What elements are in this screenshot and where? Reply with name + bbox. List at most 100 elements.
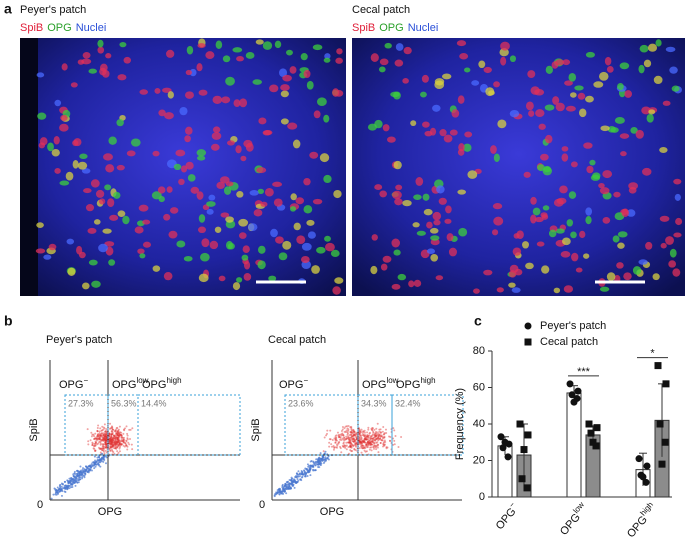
cell-event (95, 438, 98, 441)
cell (189, 68, 197, 77)
data-point (566, 380, 574, 388)
cell-event (115, 427, 118, 430)
cell-event (375, 434, 378, 437)
cell-event (116, 430, 119, 433)
cell-event (343, 436, 346, 439)
cell-event (108, 447, 111, 450)
cell (212, 95, 223, 105)
cell-event (98, 441, 101, 444)
cell-event (121, 440, 124, 443)
cell (77, 161, 88, 170)
gate-percent: 34.3% (361, 398, 387, 408)
cell-event (109, 447, 112, 450)
cell (81, 282, 90, 290)
cell-event (347, 452, 350, 455)
cell (602, 170, 613, 179)
gate-label: OPGhigh (142, 376, 182, 391)
cell-event (373, 442, 376, 445)
cell-event (363, 437, 366, 440)
cell (537, 164, 545, 172)
cell-event (353, 438, 356, 441)
cell (333, 189, 342, 199)
cell-event (90, 463, 93, 466)
cell-event (343, 430, 346, 433)
cell-event (372, 430, 375, 433)
cell-event (303, 470, 306, 473)
cell (379, 58, 389, 66)
cell-event (380, 434, 383, 437)
cell-event (114, 433, 117, 436)
cell-event (108, 435, 111, 438)
cell-event (348, 440, 351, 443)
cell-event (342, 442, 345, 445)
cell-event (122, 438, 125, 441)
cell (70, 82, 78, 88)
cell-event (117, 439, 120, 442)
cell-event (112, 437, 115, 440)
cell-event (97, 442, 100, 445)
cell-event (385, 447, 388, 450)
cell-event (131, 448, 134, 451)
cell (262, 130, 272, 136)
cell-event (111, 441, 114, 444)
cell (99, 63, 108, 72)
cell-event (376, 446, 379, 449)
cell-event (343, 439, 346, 442)
cell-event (383, 439, 386, 442)
cell-event (365, 438, 368, 441)
stain-label: Nuclei (408, 22, 439, 34)
gate-sup: low (386, 376, 398, 385)
cell-event (338, 435, 341, 438)
cell-event (111, 436, 114, 439)
cell-event (370, 446, 373, 449)
cell-event (366, 440, 369, 443)
cell-event (365, 450, 368, 453)
cell-event (361, 447, 364, 450)
gate-label: OPG− (59, 376, 88, 391)
cell-event (116, 436, 119, 439)
cell-event (370, 443, 373, 446)
cell-event (322, 462, 325, 465)
cell-event (360, 451, 363, 454)
cell (53, 135, 60, 145)
cell (77, 59, 85, 65)
cell (257, 245, 266, 254)
cell (198, 214, 206, 223)
cell (332, 286, 341, 295)
cell-event (375, 427, 378, 430)
cell-event (105, 437, 108, 440)
cell-event (101, 443, 104, 446)
cell-event (113, 435, 116, 438)
data-point (642, 478, 650, 486)
cell-event (353, 433, 356, 436)
cell-event (377, 435, 380, 438)
cell-event (337, 434, 340, 437)
cell (187, 174, 196, 182)
cell-event (273, 494, 276, 497)
cell-event (311, 465, 314, 468)
y-tick-label: 40 (473, 418, 485, 430)
cell (236, 277, 243, 283)
cell (434, 78, 445, 86)
cell-event (64, 491, 67, 494)
cell-event (111, 438, 114, 441)
cell-event (364, 434, 367, 437)
cell-event (360, 440, 363, 443)
cell (196, 191, 204, 200)
cell-event (119, 444, 122, 447)
cell-event (104, 439, 107, 442)
cell-event (99, 435, 102, 438)
cell-event (334, 439, 337, 442)
cell-event (375, 435, 378, 438)
cell-event (363, 439, 366, 442)
cell-event (379, 435, 382, 438)
cell (467, 170, 478, 179)
plot-title: Cecal patch (268, 334, 326, 346)
cell-event (93, 437, 96, 440)
cell-event (116, 445, 119, 448)
cell (105, 164, 115, 173)
cell-event (336, 443, 339, 446)
cell-event (123, 436, 126, 439)
cell (673, 178, 682, 185)
cell-event (102, 450, 105, 453)
